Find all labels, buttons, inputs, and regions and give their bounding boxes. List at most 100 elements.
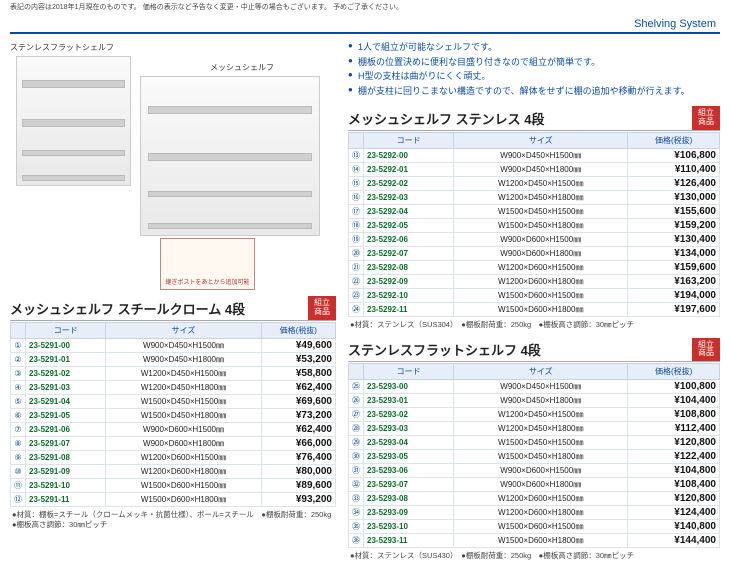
product-size: W900×D450×H1800㎜ bbox=[454, 394, 628, 408]
product-code: 23-5293-07 bbox=[364, 478, 454, 492]
table-row: ㉙23-5293-04W1500×D450×H1500㎜¥120,800 bbox=[349, 436, 720, 450]
table-header bbox=[349, 132, 364, 148]
product-price: ¥69,600 bbox=[261, 394, 335, 408]
row-index: ⑳ bbox=[349, 246, 364, 260]
product-price: ¥93,200 bbox=[261, 492, 335, 506]
row-index: ④ bbox=[11, 380, 26, 394]
illus-flat-shelf bbox=[16, 56, 131, 186]
row-index: ⑰ bbox=[349, 204, 364, 218]
product-price: ¥110,400 bbox=[628, 162, 720, 176]
product-code: 23-5293-00 bbox=[364, 380, 454, 394]
product-size: W1200×D450×H1800㎜ bbox=[454, 422, 628, 436]
diagram-caption: 継ぎポストをあとから追加可能 bbox=[165, 280, 249, 286]
table-row: ㉔23-5292-11W1500×D600×H1800㎜¥197,600 bbox=[349, 302, 720, 316]
feature-bullet: 棚板の位置決めに便利な目盛り付きなので組立が簡単です。 bbox=[348, 55, 720, 69]
top-disclaimer: 表記の内容は2018年1月現在のものです。 価格の表示など予告なく変更・中止等の… bbox=[10, 4, 720, 12]
row-index: ① bbox=[11, 338, 26, 352]
product-code: 23-5291-00 bbox=[26, 338, 106, 352]
section-head: ステンレスフラットシェルフ 4段組立 商品 bbox=[348, 338, 720, 363]
product-price: ¥140,800 bbox=[628, 520, 720, 534]
product-size: W1500×D450×H1800㎜ bbox=[106, 408, 261, 422]
product-price: ¥159,600 bbox=[628, 260, 720, 274]
product-code: 23-5292-06 bbox=[364, 232, 454, 246]
product-code: 23-5292-09 bbox=[364, 274, 454, 288]
product-price: ¥130,000 bbox=[628, 190, 720, 204]
product-size: W1500×D450×H1500㎜ bbox=[106, 394, 261, 408]
table-row: ⑥23-5291-05W1500×D450×H1800㎜¥73,200 bbox=[11, 408, 336, 422]
table-row: ②23-5291-01W900×D450×H1800㎜¥53,200 bbox=[11, 352, 336, 366]
product-size: W900×D600×H1500㎜ bbox=[454, 232, 628, 246]
row-index: ㉝ bbox=[349, 492, 364, 506]
row-index: ㉜ bbox=[349, 478, 364, 492]
product-size: W1500×D600×H1500㎜ bbox=[454, 520, 628, 534]
product-code: 23-5293-08 bbox=[364, 492, 454, 506]
product-size: W1200×D600×H1800㎜ bbox=[106, 464, 261, 478]
table-row: ㉒23-5292-09W1200×D600×H1800㎜¥163,200 bbox=[349, 274, 720, 288]
section-title: メッシュシェルフ スチールクローム 4段 bbox=[10, 297, 245, 320]
table-header: 価格(税抜) bbox=[628, 132, 720, 148]
product-code: 23-5291-04 bbox=[26, 394, 106, 408]
row-index: ⑨ bbox=[11, 450, 26, 464]
material-note: ●材質：ステンレス（SUS430） ●棚板耐荷重：250kg ●棚板高さ調節：3… bbox=[350, 551, 720, 561]
product-price: ¥73,200 bbox=[261, 408, 335, 422]
table-row: ⑳23-5292-07W900×D600×H1800㎜¥134,000 bbox=[349, 246, 720, 260]
product-price: ¥58,800 bbox=[261, 366, 335, 380]
table-header: サイズ bbox=[106, 322, 261, 338]
product-price: ¥120,800 bbox=[628, 492, 720, 506]
table-row: ④23-5291-03W1200×D450×H1800㎜¥62,400 bbox=[11, 380, 336, 394]
product-size: W1500×D450×H1500㎜ bbox=[454, 436, 628, 450]
table-row: ㉚23-5293-05W1500×D450×H1800㎜¥122,400 bbox=[349, 450, 720, 464]
row-index: ㉑ bbox=[349, 260, 364, 274]
illus-post-diagram: 継ぎポストをあとから追加可能 bbox=[160, 238, 255, 290]
row-index: ㉘ bbox=[349, 422, 364, 436]
product-code: 23-5293-06 bbox=[364, 464, 454, 478]
product-code: 23-5292-10 bbox=[364, 288, 454, 302]
product-size: W900×D450×H1500㎜ bbox=[106, 338, 261, 352]
row-index: ㉞ bbox=[349, 506, 364, 520]
row-index: ㉕ bbox=[349, 380, 364, 394]
product-price: ¥49,600 bbox=[261, 338, 335, 352]
assembly-badge: 組立 商品 bbox=[692, 106, 720, 130]
product-price: ¥76,400 bbox=[261, 450, 335, 464]
product-code: 23-5293-05 bbox=[364, 450, 454, 464]
section-sus-mesh: メッシュシェルフ ステンレス 4段組立 商品 コードサイズ価格(税抜)⑬23-5… bbox=[348, 106, 720, 330]
row-index: ⑬ bbox=[349, 148, 364, 162]
product-code: 23-5291-07 bbox=[26, 436, 106, 450]
product-code: 23-5293-02 bbox=[364, 408, 454, 422]
table-row: ⑫23-5291-11W1500×D600×H1800㎜¥93,200 bbox=[11, 492, 336, 506]
product-code: 23-5293-03 bbox=[364, 422, 454, 436]
product-size: W1500×D600×H1800㎜ bbox=[454, 534, 628, 548]
product-code: 23-5293-04 bbox=[364, 436, 454, 450]
table-row: ⑰23-5292-04W1500×D450×H1500㎜¥155,600 bbox=[349, 204, 720, 218]
product-price: ¥159,200 bbox=[628, 218, 720, 232]
row-index: ⑧ bbox=[11, 436, 26, 450]
row-index: ㉖ bbox=[349, 394, 364, 408]
table-row: ⑲23-5292-06W900×D600×H1500㎜¥130,400 bbox=[349, 232, 720, 246]
table-row: ㉑23-5292-08W1200×D600×H1500㎜¥159,600 bbox=[349, 260, 720, 274]
section-sus-flat: ステンレスフラットシェルフ 4段組立 商品 コードサイズ価格(税抜)㉕23-52… bbox=[348, 338, 720, 562]
table-row: ⑧23-5291-07W900×D600×H1800㎜¥66,000 bbox=[11, 436, 336, 450]
table-row: ⑬23-5292-00W900×D450×H1500㎜¥106,800 bbox=[349, 148, 720, 162]
product-price: ¥134,000 bbox=[628, 246, 720, 260]
row-index: ⑩ bbox=[11, 464, 26, 478]
illus-mesh-shelf bbox=[140, 76, 320, 236]
table-row: ㉓23-5292-10W1500×D600×H1500㎜¥194,000 bbox=[349, 288, 720, 302]
product-code: 23-5293-09 bbox=[364, 506, 454, 520]
product-price: ¥155,600 bbox=[628, 204, 720, 218]
row-index: ㉙ bbox=[349, 436, 364, 450]
product-code: 23-5291-09 bbox=[26, 464, 106, 478]
table-row: ㉘23-5293-03W1200×D450×H1800㎜¥112,400 bbox=[349, 422, 720, 436]
label-mesh-shelf: メッシュシェルフ bbox=[210, 62, 274, 73]
feature-bullet: 棚が支柱に回りこまない構造ですので、解体をせずに棚の追加や移動が行えます。 bbox=[348, 84, 720, 98]
product-size: W1200×D450×H1500㎜ bbox=[454, 408, 628, 422]
section-steel: メッシュシェルフ スチールクローム 4段組立 商品 コードサイズ価格(税抜)①2… bbox=[10, 296, 336, 530]
row-index: ⑪ bbox=[11, 478, 26, 492]
product-size: W1500×D600×H1500㎜ bbox=[106, 478, 261, 492]
product-code: 23-5291-03 bbox=[26, 380, 106, 394]
product-code: 23-5291-06 bbox=[26, 422, 106, 436]
product-code: 23-5292-00 bbox=[364, 148, 454, 162]
assembly-badge: 組立 商品 bbox=[308, 296, 336, 320]
product-code: 23-5293-11 bbox=[364, 534, 454, 548]
product-price: ¥112,400 bbox=[628, 422, 720, 436]
table-row: ㉕23-5293-00W900×D450×H1500㎜¥100,800 bbox=[349, 380, 720, 394]
